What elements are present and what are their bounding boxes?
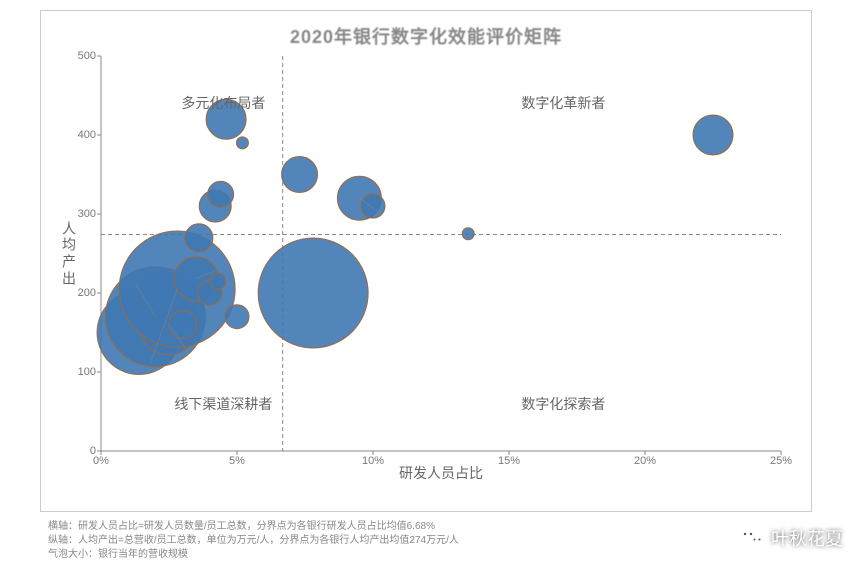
- x-tick-label: 10%: [362, 455, 384, 467]
- quadrant-label-top_left: 多元化布局者: [181, 93, 265, 113]
- bubble: [185, 224, 213, 252]
- x-axis-label: 研发人员占比: [101, 463, 781, 483]
- x-tick-label: 20%: [634, 455, 656, 467]
- x-tick-label: 5%: [229, 455, 245, 467]
- footnote-line-2: 纵轴：人均产出=总营收/员工总数，单位为万元/人，分界点为各银行人均产出均值27…: [48, 534, 459, 548]
- footnotes: 横轴：研发人员占比=研发人员数量/员工总数，分界点为各银行研发人员占比均值6.6…: [48, 520, 459, 562]
- chart-title: 2020年银行数字化效能评价矩阵: [41, 23, 811, 49]
- bubble: [361, 194, 385, 218]
- bubble: [169, 311, 197, 339]
- bubble: [225, 305, 249, 329]
- wechat-icon: [739, 527, 765, 549]
- bubble: [693, 115, 733, 155]
- chart-svg: [101, 56, 781, 451]
- bubble: [208, 181, 234, 207]
- bubble: [282, 157, 318, 193]
- x-tick-label: 0%: [93, 455, 109, 467]
- bubble: [236, 137, 248, 149]
- watermark-text: 叶秋花夏: [771, 525, 843, 551]
- y-tick-label: 100: [66, 366, 96, 378]
- plot-area: 人均产出 研发人员占比 0100200300400500 0%5%10%15%2…: [101, 56, 781, 451]
- y-tick-label: 0: [66, 445, 96, 457]
- watermark: 叶秋花夏: [739, 525, 843, 551]
- y-axis-label: 人均产出: [61, 220, 77, 287]
- x-tick-label: 25%: [770, 455, 792, 467]
- bubble: [210, 273, 226, 289]
- x-tick-label: 15%: [498, 455, 520, 467]
- bubble: [462, 228, 474, 240]
- y-tick-label: 500: [66, 50, 96, 62]
- y-tick-label: 400: [66, 129, 96, 141]
- bubble: [258, 238, 368, 348]
- footnote-line-1: 横轴：研发人员占比=研发人员数量/员工总数，分界点为各银行研发人员占比均值6.6…: [48, 520, 459, 534]
- y-tick-label: 200: [66, 287, 96, 299]
- chart-container: 2020年银行数字化效能评价矩阵 人均产出 研发人员占比 01002003004…: [40, 10, 812, 512]
- quadrant-label-top_right: 数字化革新者: [521, 93, 605, 113]
- quadrant-label-bottom_right: 数字化探索者: [521, 394, 605, 414]
- footnote-line-3: 气泡大小：银行当年的营收规模: [48, 548, 459, 562]
- quadrant-label-bottom_left: 线下渠道深耕者: [174, 394, 272, 414]
- y-tick-label: 300: [66, 208, 96, 220]
